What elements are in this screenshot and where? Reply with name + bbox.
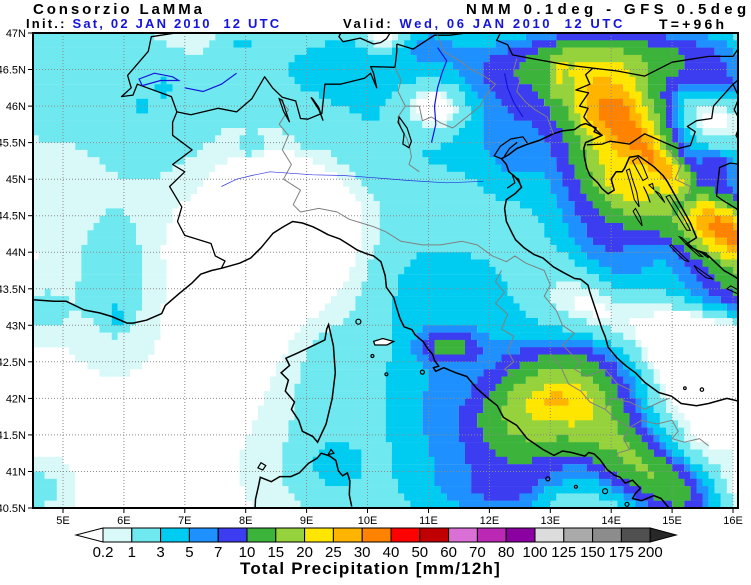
svg-text:T=+96h: T=+96h bbox=[659, 16, 727, 32]
svg-text:45N: 45N bbox=[6, 174, 26, 186]
svg-text:11E: 11E bbox=[419, 515, 438, 527]
svg-text:42N: 42N bbox=[6, 393, 26, 405]
svg-text:100: 100 bbox=[522, 544, 547, 561]
svg-text:44N: 44N bbox=[6, 247, 26, 259]
svg-text:Total Precipitation [mm/12h]: Total Precipitation [mm/12h] bbox=[240, 559, 501, 578]
svg-text:Consorzio LaMMa: Consorzio LaMMa bbox=[33, 1, 205, 18]
svg-text:12E: 12E bbox=[480, 515, 500, 527]
svg-text:8E: 8E bbox=[239, 515, 252, 527]
svg-text:47N: 47N bbox=[6, 28, 26, 40]
svg-text:10E: 10E bbox=[358, 515, 378, 527]
svg-text:3: 3 bbox=[156, 544, 164, 561]
svg-text:50: 50 bbox=[411, 544, 428, 561]
svg-text:70: 70 bbox=[469, 544, 486, 561]
svg-text:46.5N: 46.5N bbox=[0, 65, 26, 77]
svg-text:43N: 43N bbox=[6, 320, 26, 332]
svg-text:13E: 13E bbox=[541, 515, 561, 527]
svg-text:80: 80 bbox=[498, 544, 515, 561]
svg-text:44.5N: 44.5N bbox=[0, 211, 26, 223]
svg-text:NMM 0.1deg - GFS 0.5deg: NMM 0.1deg - GFS 0.5deg bbox=[466, 1, 751, 18]
svg-text:7: 7 bbox=[214, 544, 222, 561]
svg-text:Init.: Sat, 02 JAN 2010 12 UT: Init.: Sat, 02 JAN 2010 12 UTC bbox=[26, 16, 281, 31]
svg-text:20: 20 bbox=[296, 544, 313, 561]
svg-text:5: 5 bbox=[185, 544, 193, 561]
svg-text:30: 30 bbox=[354, 544, 371, 561]
svg-text:46N: 46N bbox=[6, 101, 26, 113]
svg-text:200: 200 bbox=[638, 544, 663, 561]
svg-text:15: 15 bbox=[267, 544, 284, 561]
svg-text:5E: 5E bbox=[56, 515, 69, 527]
svg-text:9E: 9E bbox=[300, 515, 313, 527]
svg-text:41N: 41N bbox=[6, 467, 26, 479]
svg-text:7E: 7E bbox=[178, 515, 191, 527]
svg-text:125: 125 bbox=[551, 544, 576, 561]
svg-text:14E: 14E bbox=[601, 515, 621, 527]
svg-text:10: 10 bbox=[239, 544, 256, 561]
svg-text:15E: 15E bbox=[662, 515, 682, 527]
svg-text:6E: 6E bbox=[117, 515, 130, 527]
svg-text:40: 40 bbox=[383, 544, 400, 561]
svg-text:1: 1 bbox=[128, 544, 136, 561]
svg-text:16E: 16E bbox=[723, 515, 743, 527]
svg-text:Valid: Wed, 06 JAN 2010 12 UT: Valid: Wed, 06 JAN 2010 12 UTC bbox=[343, 16, 625, 31]
svg-text:25: 25 bbox=[325, 544, 342, 561]
svg-text:150: 150 bbox=[580, 544, 605, 561]
svg-text:60: 60 bbox=[440, 544, 457, 561]
svg-text:175: 175 bbox=[609, 544, 634, 561]
svg-text:45.5N: 45.5N bbox=[0, 138, 26, 150]
svg-text:40.5N: 40.5N bbox=[0, 503, 26, 515]
svg-text:43.5N: 43.5N bbox=[0, 284, 26, 296]
svg-text:0.2: 0.2 bbox=[93, 544, 114, 561]
svg-text:42.5N: 42.5N bbox=[0, 357, 26, 369]
svg-text:41.5N: 41.5N bbox=[0, 430, 26, 442]
